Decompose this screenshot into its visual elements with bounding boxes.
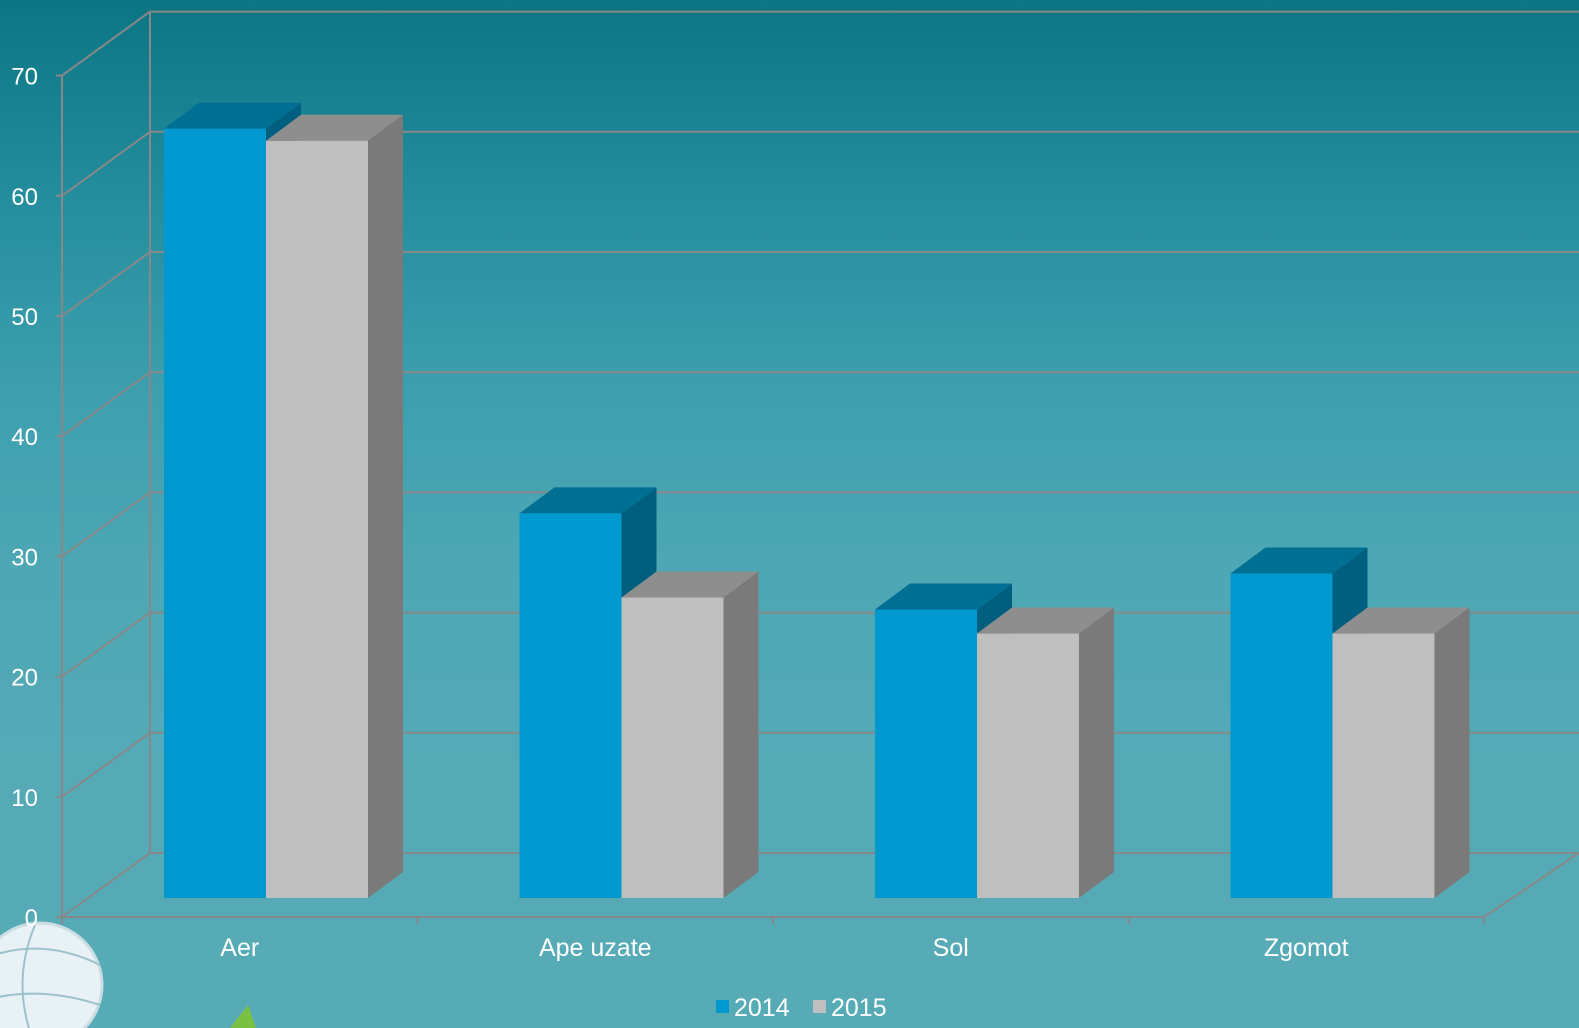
bar-top-face [266, 114, 403, 141]
bar-zgomot-2015 [1332, 607, 1470, 898]
floor-edge [1483, 852, 1579, 918]
gridline-diagonal [61, 731, 151, 798]
gridline-diagonal [61, 611, 151, 678]
bar-front-face [1230, 573, 1333, 898]
bar-top-face [875, 583, 1012, 610]
bar-top-face [621, 571, 759, 598]
y-tick-label: 60 [11, 184, 38, 211]
bar-top-face [164, 102, 301, 129]
bar-front-face [977, 633, 1079, 898]
legend-label: 2014 [734, 994, 790, 1022]
y-tick-label: 10 [11, 785, 38, 812]
gridline-diagonal [61, 491, 151, 558]
bar-sol-2015 [977, 607, 1114, 898]
gridline-diagonal [61, 852, 151, 918]
x-category-label: Aer [220, 934, 259, 962]
gridline-diagonal [61, 130, 151, 197]
bar-side-face [368, 114, 403, 899]
legend-item-2015: 2015 [813, 994, 887, 1022]
bar-top-face [1332, 607, 1470, 634]
bar-ape-uzate-2015 [621, 571, 759, 898]
x-category-label: Zgomot [1264, 934, 1349, 962]
x-category-label: Ape uzate [539, 934, 652, 962]
legend-item-2014: 2014 [716, 994, 790, 1022]
x-category-label: Sol [933, 934, 969, 962]
bar-top-face [1230, 547, 1368, 574]
bar-front-face [1332, 633, 1435, 898]
legend-swatch [813, 1000, 826, 1013]
bar-front-face [519, 513, 622, 898]
y-tick-label: 40 [11, 424, 38, 451]
legend-swatch [716, 1000, 729, 1013]
bar-front-face [266, 140, 368, 899]
gridline-diagonal [61, 10, 151, 77]
y-tick-label: 50 [11, 304, 38, 331]
bar-front-face [621, 597, 724, 898]
bar-side-face [723, 571, 759, 898]
legend: 2014 2015 [716, 994, 887, 1022]
y-tick-label: 20 [11, 665, 38, 692]
bar-front-face [875, 609, 977, 898]
y-tick-label: 30 [11, 544, 38, 571]
bar-side-face [1079, 607, 1114, 898]
bar-side-face [1434, 607, 1470, 898]
y-tick-label: 70 [11, 64, 38, 91]
bar-top-face [519, 487, 657, 514]
bars [164, 102, 1470, 899]
gridline-diagonal [61, 251, 151, 317]
gridline-diagonal [61, 371, 151, 438]
y-axis-tick-labels: 0 10 20 30 40 50 60 70 [11, 64, 62, 932]
legend-label: 2015 [831, 994, 887, 1022]
bar-aer-2015 [266, 114, 403, 899]
x-axis-category-labels: Aer Ape uzate Sol Zgomot [61, 917, 1485, 962]
bar-front-face [164, 128, 266, 899]
bar-top-face [977, 607, 1114, 634]
globe-decoration [0, 921, 256, 1028]
y-tick-label: 0 [25, 905, 38, 932]
